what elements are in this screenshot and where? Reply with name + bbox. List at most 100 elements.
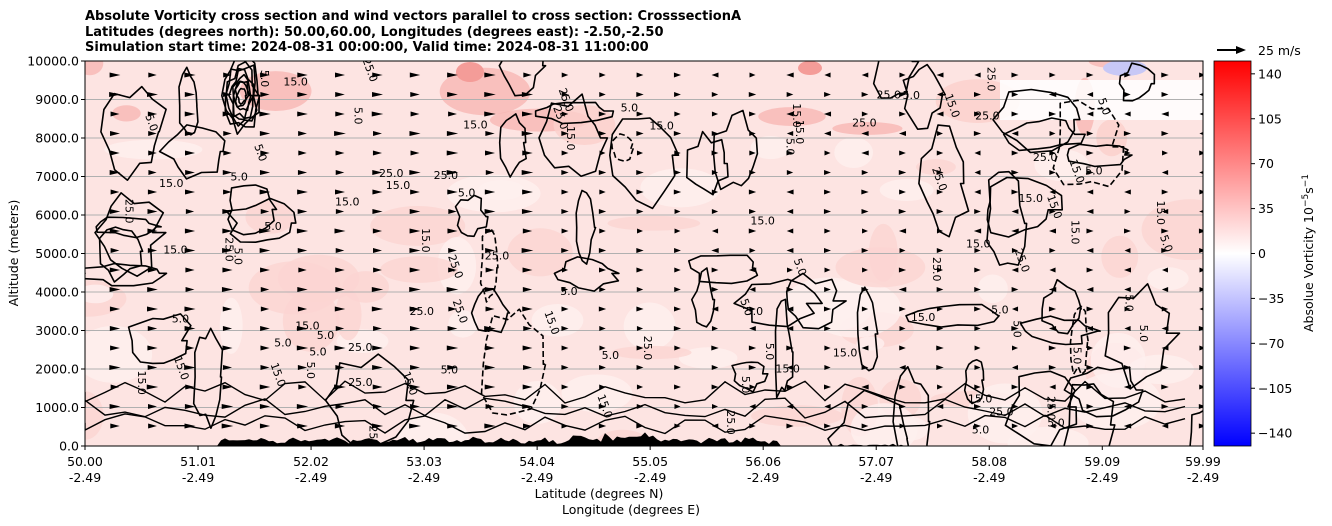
contour-label: 15.0 [463, 119, 488, 132]
wind-vector [824, 189, 831, 195]
wind-vector [748, 365, 757, 370]
wind-vector [522, 111, 533, 117]
wind-vector [1086, 384, 1094, 390]
wind-vector [185, 267, 195, 273]
contour-label: 5.0 [746, 305, 764, 318]
wind-vector [1011, 404, 1019, 409]
wind-vector [1198, 404, 1203, 409]
wind-vector [523, 365, 532, 370]
y-tick-label: 10000.0 [27, 54, 79, 69]
wind-vector [522, 345, 533, 351]
wind-vector [711, 267, 719, 273]
wind-vector [1049, 170, 1056, 175]
wind-vector [1087, 326, 1093, 331]
wind-vector [711, 131, 719, 136]
x-tick-label-lon: -2.49 [521, 470, 553, 485]
wind-vector [936, 326, 944, 331]
contour-line [731, 361, 769, 393]
wind-vector [824, 170, 831, 175]
wind-vector [786, 306, 794, 312]
wind-vector [599, 365, 606, 370]
wind-vector [748, 267, 757, 273]
wind-vector [636, 384, 644, 390]
wind-vector [1011, 111, 1019, 117]
field-patch [507, 228, 573, 277]
wind-vector [447, 423, 458, 429]
wind-vector [409, 267, 421, 273]
wind-vector [561, 248, 569, 253]
contour-label: 15.0 [649, 119, 674, 132]
wind-vector [147, 326, 158, 331]
wind-vector [185, 384, 195, 390]
wind-vector [296, 326, 309, 331]
wind-vector [335, 326, 345, 331]
wind-vector [259, 189, 271, 195]
vorticity-field: 5.025.05.015.015.05.015.015.015.05.025.0… [85, 61, 1203, 446]
wind-vector [636, 111, 644, 117]
wind-vector [447, 326, 458, 331]
wind-vector [448, 306, 457, 312]
wind-vector [148, 72, 157, 78]
wind-vector [484, 365, 496, 370]
wind-vector [711, 92, 719, 97]
wind-vector [824, 404, 831, 409]
wind-vector [1123, 384, 1132, 390]
contour-label: 15.0 [163, 243, 188, 256]
wind-vector [974, 170, 981, 175]
wind-vector [1199, 345, 1203, 351]
wind-vector [184, 365, 196, 370]
wind-vector [861, 345, 869, 351]
wind-vector [899, 384, 906, 390]
wind-vector [936, 365, 944, 370]
wind-vector [1123, 131, 1132, 136]
wind-vector [898, 228, 907, 234]
wind-vector [1086, 209, 1094, 214]
wind-vector [372, 150, 383, 156]
wind-vector [409, 384, 421, 390]
wind-vector [598, 248, 607, 253]
field-patch [607, 215, 701, 231]
contour-line [98, 226, 144, 283]
colorbar-tick-label: −105 [1258, 381, 1292, 396]
wind-vector [446, 345, 459, 351]
wind-vector [184, 150, 196, 156]
wind-vector [598, 306, 607, 312]
contour-label: 5.0 [317, 329, 335, 342]
wind-vector [674, 365, 681, 370]
contour-line [609, 117, 680, 210]
wind-vector [335, 404, 345, 409]
wind-vector [260, 365, 270, 370]
wind-vector [936, 404, 944, 409]
wind-vector [1011, 228, 1019, 234]
contour-label: 15.0 [833, 347, 858, 360]
field-patch [758, 107, 826, 126]
wind-vector [371, 287, 384, 292]
wind-vector [861, 404, 869, 409]
wind-vector [599, 287, 606, 292]
wind-vector [1199, 132, 1203, 135]
contour-line [610, 133, 635, 163]
wind-vector [147, 248, 158, 253]
contour-line [1063, 366, 1144, 418]
x-tick-label-lat: 57.07 [858, 454, 894, 469]
wind-vector [110, 248, 120, 253]
field-patch [751, 405, 844, 427]
wind-vector [484, 111, 496, 117]
field-patch [834, 137, 874, 168]
wind-vector [561, 365, 569, 370]
y-tick-label: 4000.0 [35, 285, 79, 300]
contour-line [324, 353, 415, 446]
wind-vector [334, 72, 346, 78]
wind-vector [936, 228, 944, 234]
x-tick-label-lon: -2.49 [408, 470, 440, 485]
wind-vector [561, 384, 569, 390]
wind-vector [298, 131, 307, 136]
contour-label: 15.0 [419, 228, 432, 253]
wind-vector [861, 150, 869, 156]
wind-vector [898, 209, 907, 214]
wind-vector [184, 404, 196, 409]
wind-vector [1124, 209, 1131, 214]
wind-vector [109, 326, 121, 331]
contour-label: 5.0 [1085, 165, 1103, 178]
wind-vector [1011, 423, 1019, 429]
